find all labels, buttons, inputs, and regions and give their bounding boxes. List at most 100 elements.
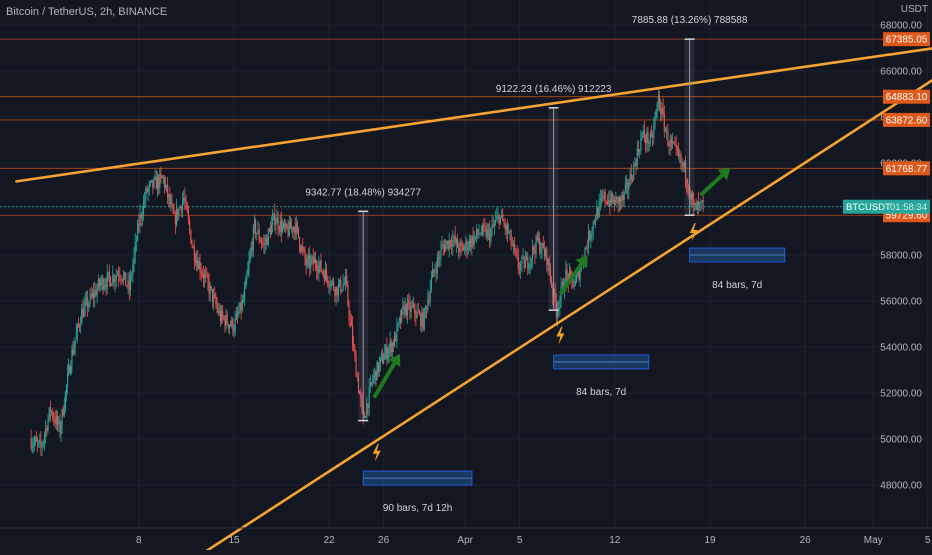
candle-body [106, 273, 108, 288]
time-tick-label: 19 [704, 535, 716, 546]
candle-body [593, 221, 595, 223]
candle-body [508, 232, 510, 234]
candle-body [626, 182, 628, 186]
candle-body [348, 304, 350, 318]
candle-body [202, 274, 204, 279]
price-axis[interactable]: 68000.0066000.0064000.0062000.0060000.00… [843, 21, 930, 492]
candle-body [543, 248, 546, 256]
candle-body [436, 257, 438, 274]
candle-body [43, 434, 46, 442]
candle-body [402, 306, 404, 309]
candle-body [542, 243, 544, 249]
candle-body [380, 354, 383, 358]
price-tag-label: 61768.77 [886, 164, 928, 175]
candle-body [589, 231, 591, 240]
candle-body [622, 195, 624, 200]
candle-body [448, 240, 450, 249]
candle-body [196, 260, 198, 264]
trendline[interactable] [159, 39, 932, 555]
candle-body [378, 362, 380, 373]
candle-body [292, 227, 294, 232]
candle-body [676, 146, 678, 151]
candle-body [119, 276, 121, 278]
candle-body [166, 184, 168, 186]
candle-body [327, 276, 329, 284]
candle-body [688, 190, 690, 195]
candle-body [597, 208, 599, 217]
candle-body [114, 279, 116, 282]
candle-body [37, 441, 39, 443]
candle-body [110, 277, 112, 286]
candle-body [341, 289, 343, 292]
candle-body [648, 142, 650, 144]
candle-body [34, 438, 37, 442]
candle-body [113, 275, 115, 282]
candle-body [388, 347, 390, 354]
candle-body [530, 258, 532, 260]
candle-body [177, 208, 179, 217]
candle-body [329, 285, 331, 287]
candle-body [393, 334, 396, 346]
candle-body [302, 246, 304, 249]
candle-body [549, 271, 551, 281]
candle-body [99, 279, 101, 286]
candle-body [126, 285, 128, 287]
candle-body [435, 271, 437, 274]
candle-body [328, 283, 330, 287]
candle-body [213, 294, 215, 302]
candle-body [669, 138, 671, 147]
candle-body [427, 300, 429, 310]
time-axis[interactable]: 8 15 22 26 Apr 5 12 19 26 May 5 [0, 527, 932, 546]
candle-body [178, 208, 180, 217]
candle-body [403, 306, 405, 315]
candle-body [345, 275, 347, 284]
candles [30, 88, 704, 457]
candle-body [384, 353, 386, 360]
candle-body [495, 219, 497, 224]
candle-body [231, 319, 233, 326]
candle-body [146, 189, 148, 192]
candle-body [244, 288, 246, 301]
trendlines[interactable] [15, 36, 932, 555]
candle-body [408, 301, 410, 303]
candle-body [415, 313, 417, 318]
countdown-label: 01:58:34 [890, 202, 927, 213]
candle-body [539, 238, 541, 253]
candle-body [608, 200, 610, 205]
candle-body [570, 271, 572, 273]
candle-body [221, 310, 223, 322]
candle-body [116, 274, 119, 276]
candle-body [147, 188, 149, 192]
candle-body [279, 220, 281, 231]
price-tick-label: 56000.00 [880, 297, 922, 308]
candle-body [689, 194, 691, 198]
candle-body [379, 357, 381, 363]
candle-body [516, 252, 518, 257]
candle-body [53, 417, 55, 420]
candle-body [659, 96, 661, 109]
candle-body [373, 375, 375, 380]
candle-body [396, 325, 398, 342]
candle-body [602, 197, 604, 199]
trendline[interactable] [15, 39, 932, 183]
candle-body [493, 223, 496, 226]
candle-body [487, 229, 490, 231]
candle-body [606, 202, 609, 205]
candle-body [585, 247, 587, 249]
candle-body [452, 239, 454, 246]
candle-body [283, 222, 285, 226]
candle-body [343, 283, 345, 285]
candle-body [129, 276, 132, 291]
candle-body [404, 304, 406, 315]
price-tick-label: 48000.00 [880, 481, 922, 492]
candle-body [642, 130, 644, 134]
candle-body [429, 289, 431, 301]
candle-body [324, 269, 326, 281]
candle-body [417, 311, 419, 314]
candle-body [603, 191, 605, 198]
candle-body [390, 341, 392, 353]
candle-body [409, 302, 411, 313]
up-arrow-head [575, 255, 588, 269]
candle-body [93, 293, 95, 298]
